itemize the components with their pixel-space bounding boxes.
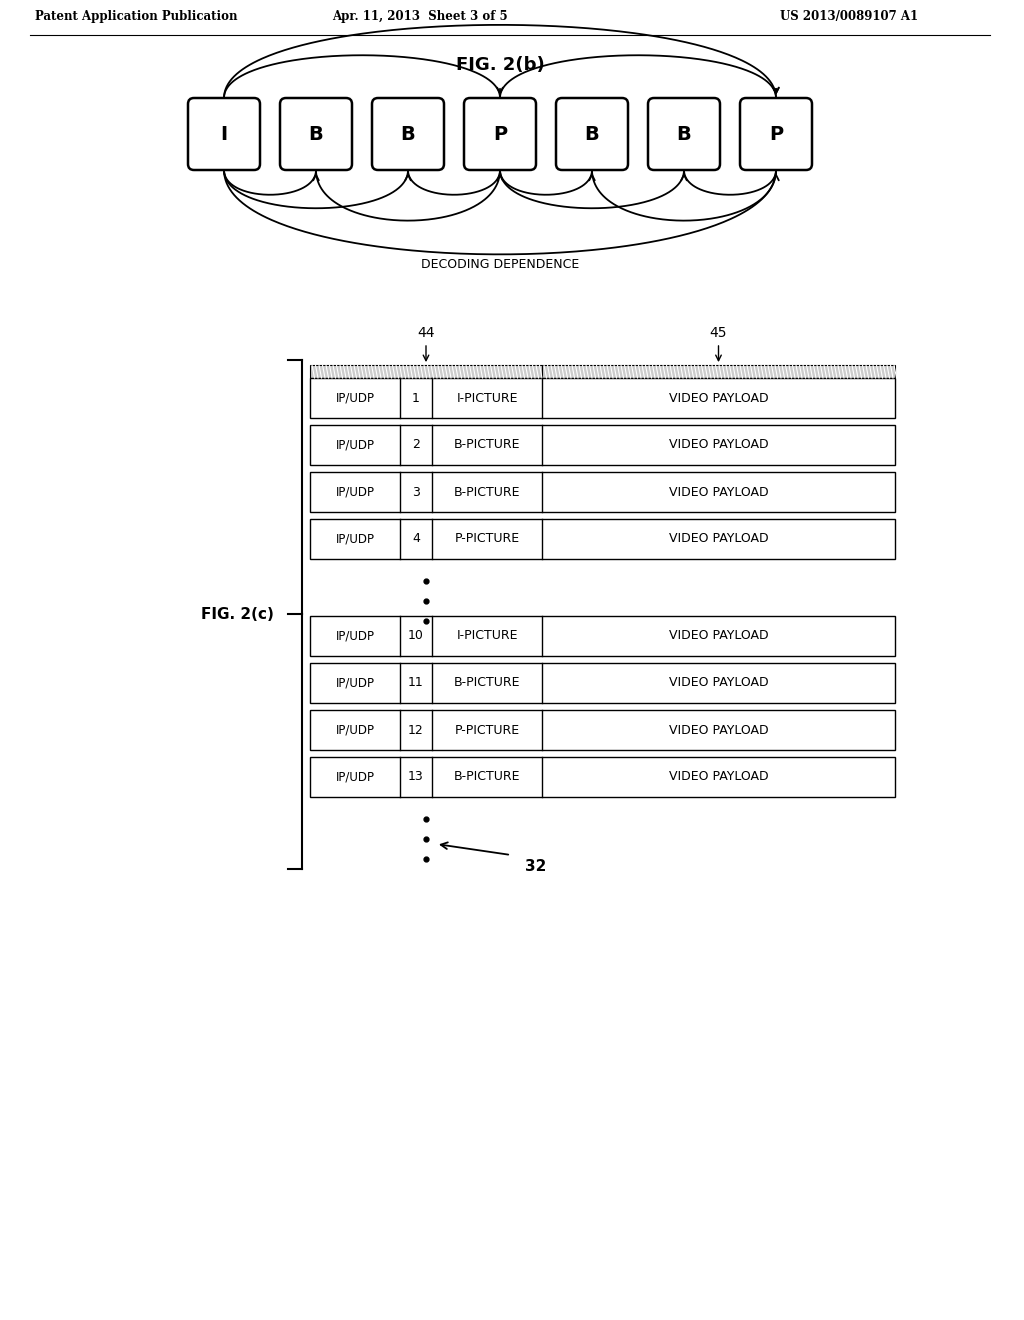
Text: IP/UDP: IP/UDP (336, 486, 375, 499)
Text: I-PICTURE: I-PICTURE (457, 392, 518, 404)
Text: 4: 4 (412, 532, 420, 545)
Bar (310, 756, 895, 797)
Bar (310, 378, 895, 418)
Bar (310, 710, 895, 750)
Text: 13: 13 (409, 771, 424, 784)
Text: VIDEO PAYLOAD: VIDEO PAYLOAD (669, 771, 768, 784)
Text: B-PICTURE: B-PICTURE (454, 771, 520, 784)
Text: IP/UDP: IP/UDP (336, 771, 375, 784)
Text: VIDEO PAYLOAD: VIDEO PAYLOAD (669, 630, 768, 643)
Bar (310, 425, 895, 465)
FancyBboxPatch shape (556, 98, 628, 170)
Text: IP/UDP: IP/UDP (336, 392, 375, 404)
Text: VIDEO PAYLOAD: VIDEO PAYLOAD (669, 486, 768, 499)
FancyBboxPatch shape (740, 98, 812, 170)
Bar (542, 366, 895, 378)
FancyBboxPatch shape (648, 98, 720, 170)
Text: VIDEO PAYLOAD: VIDEO PAYLOAD (669, 392, 768, 404)
Text: B: B (400, 124, 416, 144)
Text: P-PICTURE: P-PICTURE (455, 723, 519, 737)
Bar (310, 473, 895, 512)
FancyBboxPatch shape (280, 98, 352, 170)
Text: 3: 3 (412, 486, 420, 499)
FancyBboxPatch shape (464, 98, 536, 170)
Text: B: B (308, 124, 324, 144)
Bar (310, 366, 542, 378)
Text: I: I (220, 124, 227, 144)
Text: DECODING DEPENDENCE: DECODING DEPENDENCE (421, 259, 580, 272)
FancyBboxPatch shape (372, 98, 444, 170)
Text: IP/UDP: IP/UDP (336, 532, 375, 545)
Text: FIG. 2(c): FIG. 2(c) (201, 607, 273, 622)
Text: IP/UDP: IP/UDP (336, 723, 375, 737)
Text: VIDEO PAYLOAD: VIDEO PAYLOAD (669, 438, 768, 451)
Text: IP/UDP: IP/UDP (336, 630, 375, 643)
Text: B-PICTURE: B-PICTURE (454, 676, 520, 689)
Text: 12: 12 (409, 723, 424, 737)
Text: 44: 44 (417, 326, 435, 341)
Text: I-PICTURE: I-PICTURE (457, 630, 518, 643)
Bar (310, 663, 895, 704)
FancyBboxPatch shape (188, 98, 260, 170)
Text: VIDEO PAYLOAD: VIDEO PAYLOAD (669, 676, 768, 689)
Text: B-PICTURE: B-PICTURE (454, 486, 520, 499)
Text: B: B (677, 124, 691, 144)
Text: B-PICTURE: B-PICTURE (454, 438, 520, 451)
Text: IP/UDP: IP/UDP (336, 438, 375, 451)
Text: VIDEO PAYLOAD: VIDEO PAYLOAD (669, 723, 768, 737)
Text: 45: 45 (710, 326, 727, 341)
Text: 10: 10 (408, 630, 424, 643)
Text: Apr. 11, 2013  Sheet 3 of 5: Apr. 11, 2013 Sheet 3 of 5 (332, 11, 508, 22)
Text: FIG. 2(b): FIG. 2(b) (456, 55, 545, 74)
Text: 1: 1 (412, 392, 420, 404)
Text: B: B (585, 124, 599, 144)
Bar (310, 519, 895, 558)
Text: VIDEO PAYLOAD: VIDEO PAYLOAD (669, 532, 768, 545)
Text: IP/UDP: IP/UDP (336, 676, 375, 689)
Text: P-PICTURE: P-PICTURE (455, 532, 519, 545)
Text: P: P (493, 124, 507, 144)
Bar (310, 616, 895, 656)
Text: US 2013/0089107 A1: US 2013/0089107 A1 (780, 11, 919, 22)
Text: 2: 2 (412, 438, 420, 451)
Text: 11: 11 (409, 676, 424, 689)
Text: P: P (769, 124, 783, 144)
Text: 32: 32 (525, 859, 547, 874)
Text: Patent Application Publication: Patent Application Publication (35, 11, 238, 22)
